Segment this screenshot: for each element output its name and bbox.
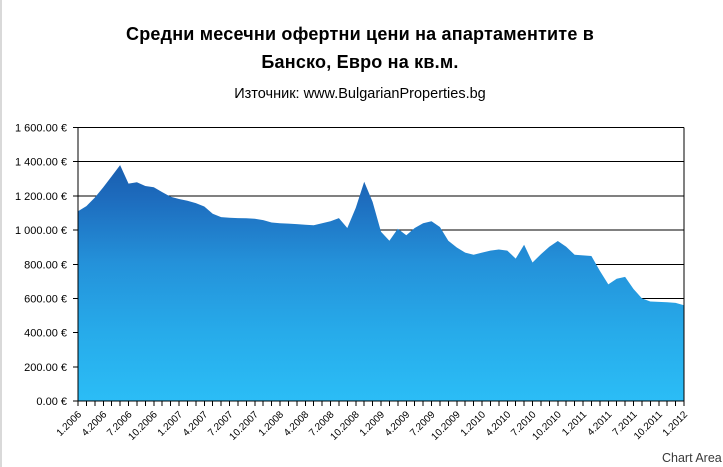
chart-title-line2: Банско, Евро на кв.м. [261, 52, 459, 72]
chart-subtitle-source: Източник: www.BulgarianProperties.bg [234, 86, 486, 102]
x-axis-label: 4.2010 [484, 409, 514, 439]
price-area-series [78, 165, 684, 401]
x-axis-label: 1.2008 [257, 409, 287, 439]
x-axis-label: 4.2009 [383, 409, 413, 439]
x-axis-label: 1.2009 [358, 409, 388, 439]
y-axis-label: 1 000.00 € [15, 225, 67, 237]
y-axis-label: 0.00 € [36, 396, 67, 408]
y-axis-label: 200.00 € [24, 362, 67, 374]
window-left-border [0, 0, 2, 467]
x-axis-label: 4.2011 [585, 409, 614, 438]
x-axis-labels: 1.20064.20067.200610.20061.20074.20077.2… [55, 409, 691, 443]
y-axis-label: 800.00 € [24, 259, 67, 271]
x-axis-ticks [77, 401, 685, 406]
x-axis-label: 4.2007 [181, 409, 211, 439]
y-axis-label: 1 600.00 € [15, 123, 67, 135]
chart-title: Средни месечни офертни цени на апартамен… [40, 20, 680, 76]
x-axis-label: 1.2012 [661, 409, 691, 439]
chart-title-line1: Средни месечни офертни цени на апартамен… [126, 24, 594, 44]
y-axis-label: 1 400.00 € [15, 157, 67, 169]
x-axis-label: 10.2011 [632, 409, 665, 442]
x-axis-label: 4.2008 [282, 409, 312, 439]
x-axis-label: 4.2006 [80, 409, 110, 439]
x-axis-label: 1.2007 [156, 409, 186, 439]
y-axis-labels: 0.00 € 200.00 € 400.00 € 600.00 € 800.00 € 1 … [15, 123, 67, 409]
x-axis-label: 1.2010 [459, 409, 489, 439]
y-axis-label: 400.00 € [24, 328, 67, 340]
y-axis-ticks [73, 127, 78, 402]
y-axis-label: 600.00 € [24, 293, 67, 305]
y-axis-label: 1 200.00 € [15, 191, 67, 203]
chart-area-tooltip-label: Chart Area [662, 451, 722, 465]
x-axis-label: 1.2011 [560, 409, 589, 438]
x-axis-label: 1.2006 [55, 409, 85, 439]
